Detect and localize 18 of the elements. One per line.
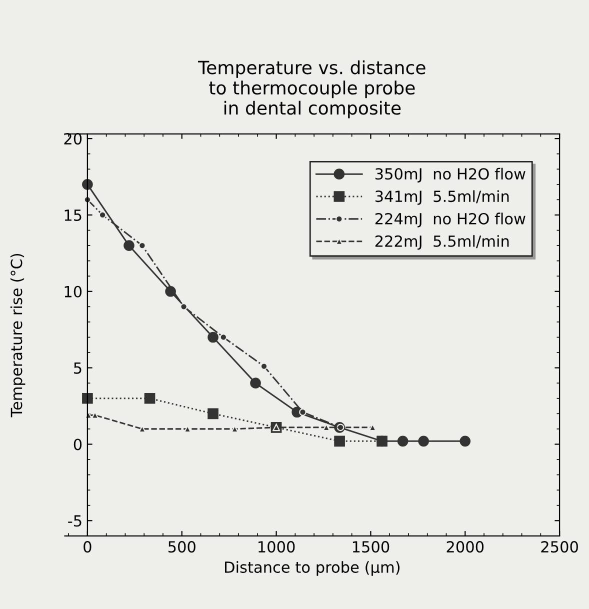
y-tick-label: 10 xyxy=(64,286,82,298)
y-axis-title: Temperature rise (°C) xyxy=(10,254,26,418)
y-tick-label: 0 xyxy=(74,438,82,450)
x-tick-label: 0 xyxy=(84,541,92,553)
legend-label: 341mJ 5.5ml/min xyxy=(375,190,509,205)
x-tick-label: 2000 xyxy=(446,541,484,553)
x-axis-title: Distance to probe (µm) xyxy=(225,561,400,576)
legend-label: 350mJ no H2O flow xyxy=(375,168,526,182)
chart-title: Temperature vs. distance to thermocouple probe in dental composite xyxy=(198,60,426,118)
legend-label: 222mJ 5.5ml/min xyxy=(375,235,509,250)
y-tick-label: -5 xyxy=(68,515,82,527)
x-tick-label: 500 xyxy=(168,541,196,553)
x-tick-label: 2500 xyxy=(541,541,578,553)
y-tick-label: 5 xyxy=(74,362,82,374)
x-tick-label: 1500 xyxy=(352,541,390,553)
x-tick-label: 1000 xyxy=(258,541,295,553)
legend-label: 224mJ no H2O flow xyxy=(375,212,526,228)
y-tick-label: 15 xyxy=(64,210,82,221)
